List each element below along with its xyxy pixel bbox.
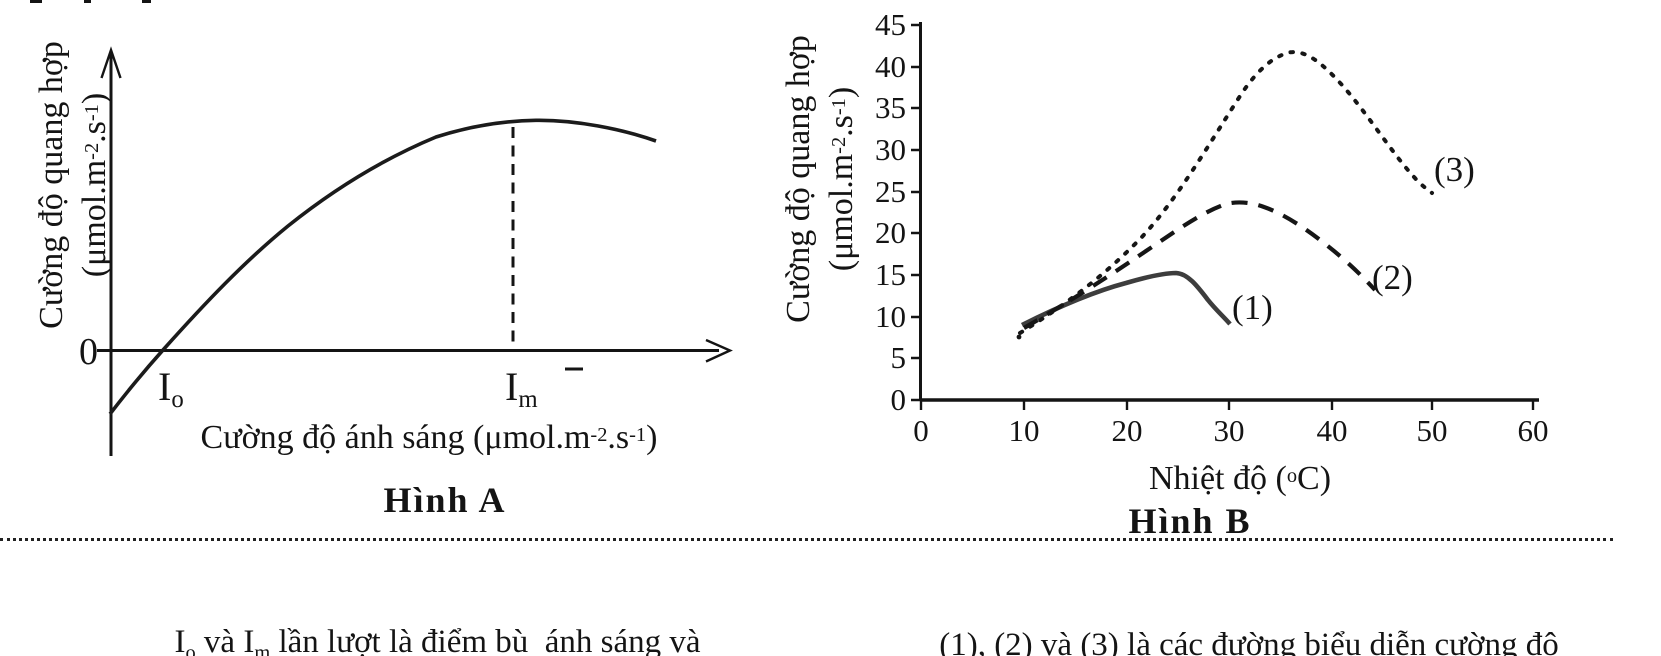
scan-artifact-dot [1016,334,1022,340]
y-tick-label: 10 [875,299,906,334]
figure-b-caption-line1: (1), (2) và (3) là các đường biểu diễn c… [939,627,1559,656]
im-point-label: Im [505,364,538,413]
y-tick-label: 35 [875,90,906,125]
figure-a-plot [30,0,733,456]
y-axis-arrow-icon [100,46,122,79]
x-axis-arrow-icon [705,338,733,363]
figure-a-origin-label: 0 [79,331,98,373]
x-tick-marks [919,400,1535,410]
y-tick-label: 0 [890,382,907,417]
y-tick-label: 25 [875,174,906,209]
curve-3-label: (3) [1434,150,1475,189]
y-tick-label: 45 [875,7,906,42]
curve-3-dotted [1018,50,1434,335]
figure-a-caption: Io và Im lần lượt là điểm bù ánh sáng và… [140,547,735,656]
y-tick-label: 15 [875,257,906,292]
x-tick-label: 60 [1517,413,1549,448]
x-tick-label: 40 [1316,413,1348,448]
io-point-label: Io [158,364,184,413]
figure-a-title: Hình A [383,480,507,520]
figure-a-caption-line1: Io và Im lần lượt là điểm bù ánh sáng và [174,624,701,656]
light-response-curve [108,118,657,416]
scan-artifacts [30,0,151,3]
figure-b-y-label-line1: Cường độ quang hợp [780,35,817,323]
x-tick-label: 0 [913,413,929,448]
figure-a-y-label-units: (μmol.m-2.s-1) [76,92,113,278]
y-tick-label: 30 [875,132,906,167]
curve-1-solid [1020,270,1232,328]
y-tick-label: 5 [890,340,907,375]
figure-b-caption: (1), (2) và (3) là các đường biểu diễn c… [900,550,1598,656]
curve-1-label: (1) [1232,288,1273,327]
dotted-separator [0,538,1613,541]
y-tick-label: 20 [875,215,906,250]
x-tick-label: 30 [1213,413,1245,448]
x-tick-label: 20 [1111,413,1143,448]
figure-b-plot [911,22,1539,410]
figure-a-x-axis-label: Cường độ ánh sáng (μmol.m-2.s-1) [200,419,658,456]
figure-b-x-axis-label: Nhiệt độ (oC) [1148,460,1332,497]
figure-a-y-axis-label: Cường độ quang hợp (μmol.m-2.s-1) [31,5,115,365]
curve-2-label: (2) [1372,258,1413,297]
x-tick-label: 10 [1008,413,1040,448]
y-tick-label: 40 [875,49,906,84]
curve-2-dashed [1022,200,1377,330]
y-tick-marks [911,23,921,402]
x-tick-label: 50 [1416,413,1448,448]
figure-a-y-label-line1: Cường độ quang hợp [33,41,70,329]
figure-b-title: Hình B [1128,501,1252,541]
